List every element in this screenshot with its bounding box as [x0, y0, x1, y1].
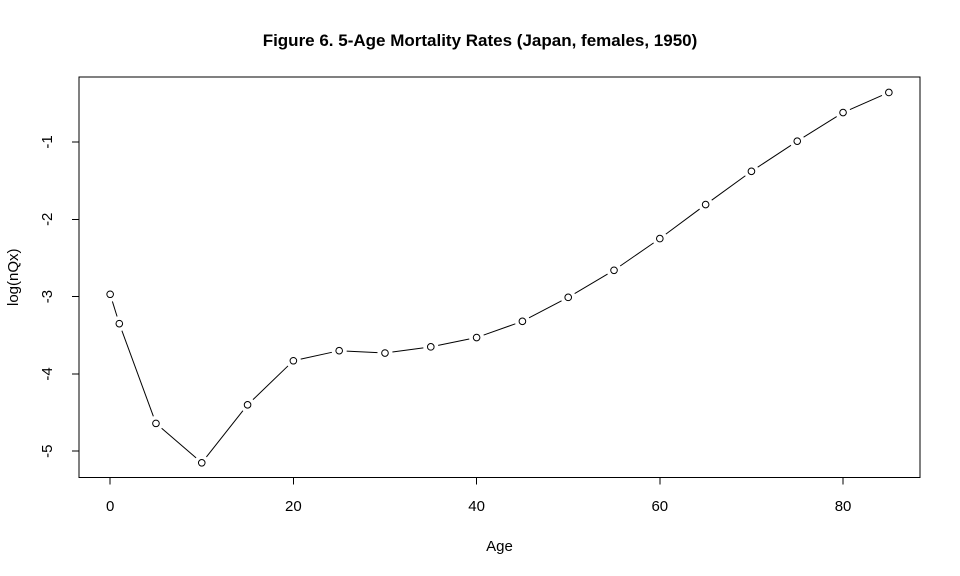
data-point	[426, 343, 435, 351]
series-segment	[483, 323, 516, 336]
y-tick-label: -5	[39, 445, 56, 458]
data-point	[610, 266, 618, 275]
x-tick-label: 20	[285, 498, 302, 515]
y-axis-label: log(nQx)	[5, 248, 22, 306]
chart-title: Figure 6. 5-Age Mortality Rates (Japan, …	[262, 31, 698, 50]
data-point	[839, 108, 847, 117]
series-segment	[849, 95, 883, 111]
x-tick-label: 80	[835, 498, 852, 515]
series-segment	[711, 175, 746, 201]
data-point	[335, 346, 343, 355]
data-point	[197, 459, 206, 467]
x-axis-label: Age	[486, 538, 513, 555]
series-segment	[206, 410, 244, 458]
data-point	[152, 419, 160, 428]
series-segment	[574, 273, 608, 294]
data-point	[793, 137, 802, 145]
series-segment	[619, 242, 654, 267]
data-point	[656, 234, 664, 243]
data-point	[381, 349, 389, 357]
series-segment	[803, 116, 837, 138]
data-point	[747, 167, 756, 176]
x-tick-label: 0	[106, 498, 114, 515]
series-segment	[392, 347, 424, 353]
x-tick-label: 40	[468, 498, 485, 515]
series-segment	[665, 208, 700, 235]
data-point	[106, 290, 114, 299]
data-point	[115, 319, 124, 328]
series-segment	[528, 300, 562, 319]
plot-border	[78, 76, 921, 478]
data-point	[701, 200, 710, 209]
x-tick-label: 60	[651, 498, 668, 515]
y-tick-label: -4	[39, 367, 56, 380]
data-point	[564, 293, 573, 302]
y-tick-label: -1	[39, 135, 56, 148]
series-segment	[111, 301, 118, 317]
data-point	[472, 333, 481, 342]
series-segment	[300, 351, 332, 360]
series-segment	[252, 365, 289, 400]
series-segment	[346, 350, 378, 354]
data-point	[289, 356, 298, 365]
series-segment	[757, 144, 792, 168]
series-segment	[121, 330, 154, 417]
series-segment	[161, 427, 197, 459]
data-point	[243, 401, 252, 409]
y-tick-label: -2	[39, 213, 56, 226]
series-segment	[438, 338, 470, 346]
data-point	[885, 88, 893, 97]
data-point	[518, 317, 527, 326]
y-tick-label: -3	[39, 290, 56, 303]
